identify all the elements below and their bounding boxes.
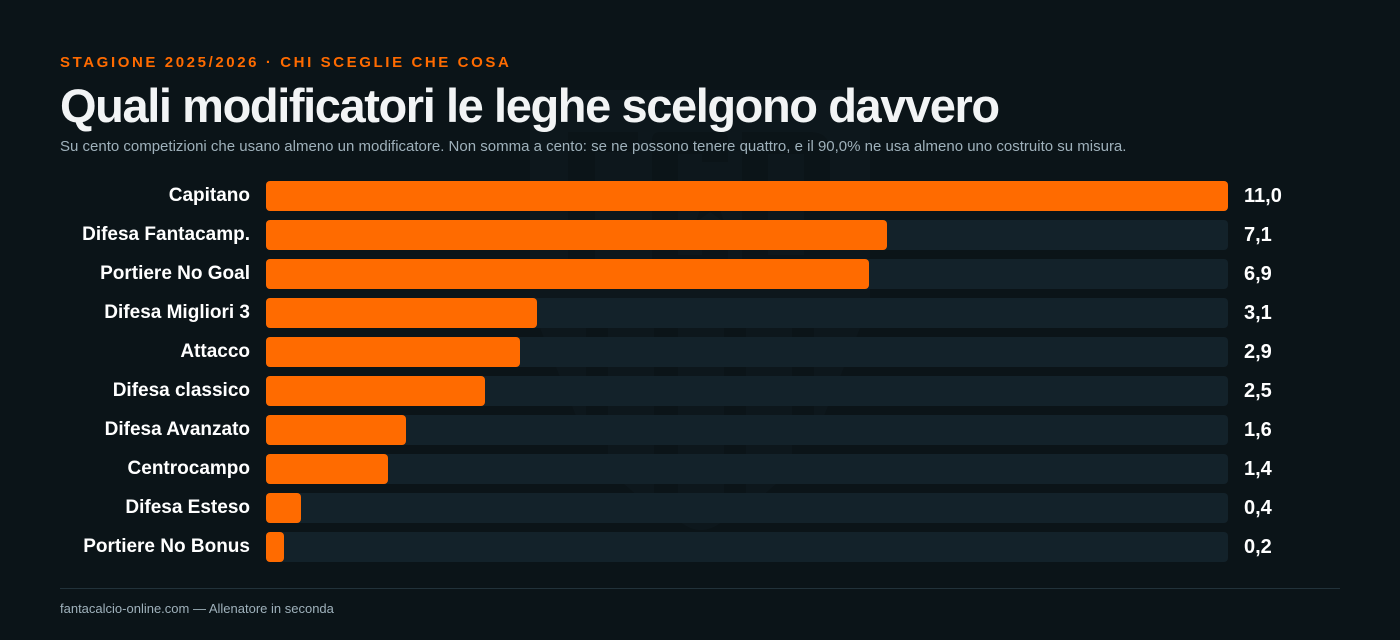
bar xyxy=(266,181,1228,211)
bar-row: Difesa classico 2,5 xyxy=(0,376,1400,406)
bar-row: Centrocampo 1,4 xyxy=(0,454,1400,484)
category-label: Capitano xyxy=(168,185,250,206)
chart-subtitle: Su cento competizioni che usano almeno u… xyxy=(60,138,1127,155)
bar xyxy=(266,259,870,289)
value-label: 3,1 xyxy=(1244,302,1272,324)
value-label: 1,4 xyxy=(1244,458,1272,480)
value-label: 2,9 xyxy=(1244,341,1272,363)
bar-track xyxy=(266,337,1228,367)
bar-track xyxy=(266,454,1228,484)
category-label: Attacco xyxy=(180,341,250,362)
value-label: 7,1 xyxy=(1244,224,1272,246)
category-label: Difesa Esteso xyxy=(125,497,250,518)
bar xyxy=(266,532,284,562)
bar xyxy=(266,454,389,484)
category-label: Difesa Fantacamp. xyxy=(82,224,250,245)
bar-row: Difesa Fantacamp. 7,1 xyxy=(0,220,1400,250)
chart-title: Quali modificatori le leghe scelgono dav… xyxy=(60,79,1000,132)
category-label: Difesa classico xyxy=(112,380,250,401)
bar xyxy=(266,220,887,250)
category-label: Portiere No Bonus xyxy=(83,536,250,557)
category-label: Difesa Avanzato xyxy=(104,419,250,440)
bar xyxy=(266,415,406,445)
value-label: 6,9 xyxy=(1244,263,1272,285)
bar-row: Portiere No Bonus 0,2 xyxy=(0,532,1400,562)
bar-track xyxy=(266,493,1228,523)
bar-row: Portiere No Goal 6,9 xyxy=(0,259,1400,289)
bar xyxy=(266,376,485,406)
bar xyxy=(266,337,520,367)
value-label: 0,4 xyxy=(1244,497,1272,519)
bar-track xyxy=(266,181,1228,211)
bar xyxy=(266,493,301,523)
footer-credit: fantacalcio-online.com — Allenatore in s… xyxy=(60,601,334,616)
category-label: Difesa Migliori 3 xyxy=(104,302,250,323)
category-label: Portiere No Goal xyxy=(100,263,250,284)
value-label: 1,6 xyxy=(1244,419,1272,441)
bar-track xyxy=(266,532,1228,562)
bar-row: Capitano 11,0 xyxy=(0,181,1400,211)
category-label: Centrocampo xyxy=(127,458,250,479)
bar-row: Difesa Migliori 3 3,1 xyxy=(0,298,1400,328)
value-label: 0,2 xyxy=(1244,536,1272,558)
bar-row: Difesa Avanzato 1,6 xyxy=(0,415,1400,445)
chart-kicker: STAGIONE 2025/2026 · CHI SCEGLIE CHE COS… xyxy=(60,54,512,71)
bar-track xyxy=(266,220,1228,250)
bar xyxy=(266,298,538,328)
bar-track xyxy=(266,298,1228,328)
bar-row: Difesa Esteso 0,4 xyxy=(0,493,1400,523)
value-label: 2,5 xyxy=(1244,380,1272,402)
value-label: 11,0 xyxy=(1244,185,1282,207)
bar-row: Attacco 2,9 xyxy=(0,337,1400,367)
bar-track xyxy=(266,376,1228,406)
footer-divider xyxy=(60,588,1340,589)
bar-track xyxy=(266,259,1228,289)
bar-track xyxy=(266,415,1228,445)
